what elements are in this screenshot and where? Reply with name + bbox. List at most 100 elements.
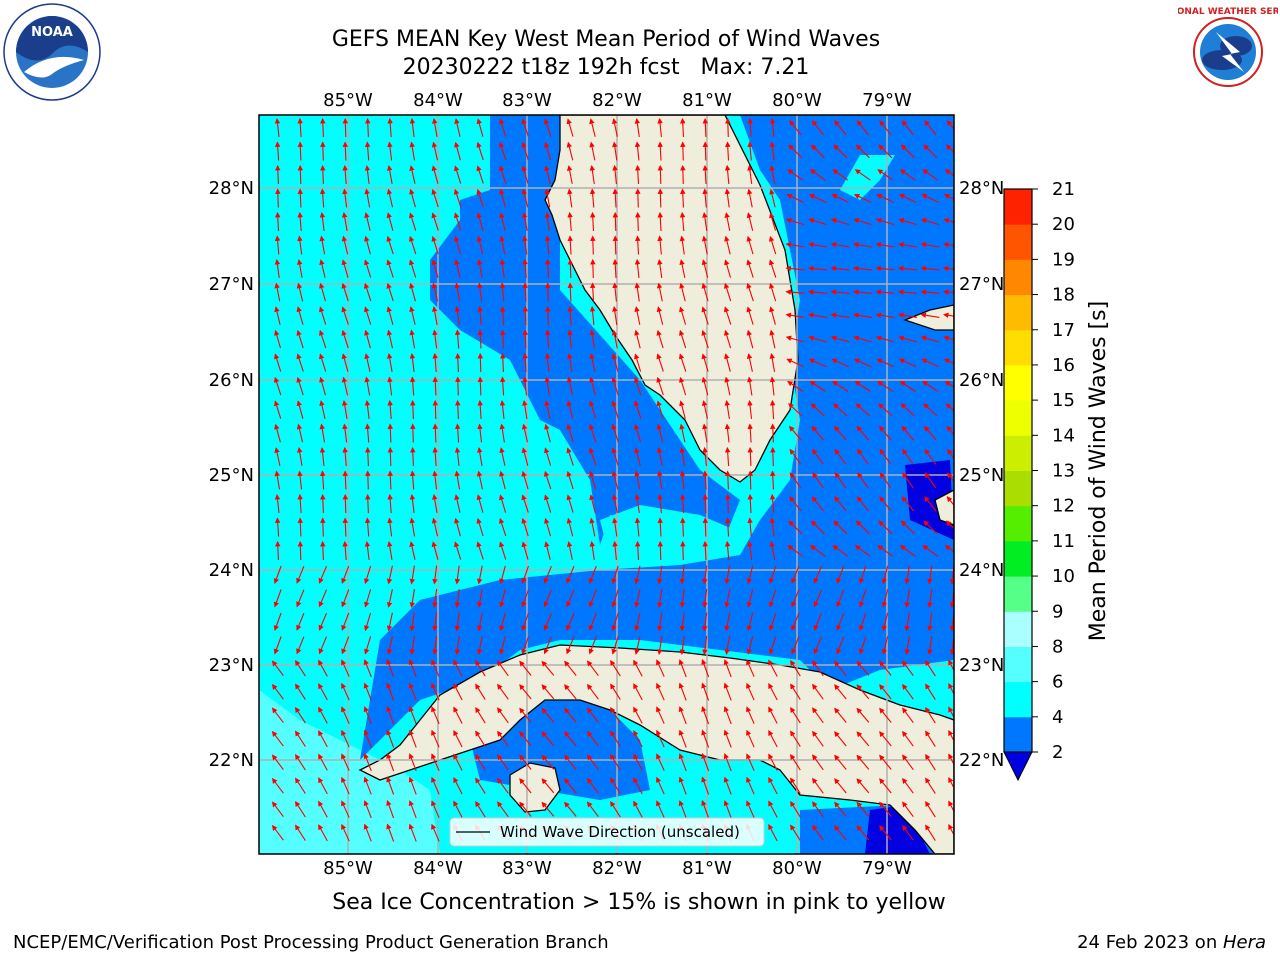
wind-wave-arrow	[475, 706, 486, 724]
wind-wave-arrow	[702, 446, 708, 467]
wind-wave-arrow	[296, 400, 304, 419]
wind-wave-arrow	[853, 335, 872, 343]
wind-wave-arrow	[341, 823, 350, 842]
wind-wave-arrow	[588, 589, 597, 608]
wind-wave-arrow	[567, 188, 573, 208]
wind-wave-arrow	[724, 446, 731, 467]
wind-wave-arrow	[297, 517, 304, 537]
wind-wave-arrow	[724, 565, 731, 585]
footer-date: 24 Feb 2023 on Hera	[1077, 932, 1266, 953]
wind-wave-arrow	[723, 682, 732, 701]
wind-wave-arrow	[785, 265, 805, 272]
wind-wave-arrow	[900, 403, 915, 417]
wind-wave-arrow	[701, 282, 709, 302]
wind-wave-arrow	[453, 777, 463, 795]
wind-wave-arrow	[431, 259, 439, 278]
wind-wave-arrow	[341, 776, 350, 795]
wind-wave-arrow	[770, 446, 776, 467]
wind-wave-arrow	[610, 777, 621, 794]
wind-wave-arrow	[319, 376, 326, 396]
wind-wave-arrow	[476, 494, 484, 513]
wind-wave-arrow	[833, 403, 848, 417]
colorbar-tick-label: 14	[1052, 425, 1075, 446]
wind-wave-arrow	[409, 589, 416, 608]
wind-wave-arrow	[519, 660, 532, 676]
wind-wave-arrow	[879, 778, 892, 794]
wind-wave-arrow	[657, 589, 663, 608]
wind-wave-arrow	[724, 376, 731, 396]
wind-wave-arrow	[500, 329, 506, 349]
wind-wave-arrow	[633, 659, 643, 677]
legend-label: Wind Wave Direction (unscaled)	[500, 823, 740, 841]
wind-wave-arrow	[408, 259, 417, 278]
wind-wave-arrow	[808, 335, 827, 343]
wind-wave-arrow	[499, 305, 506, 326]
wind-wave-arrow	[564, 684, 577, 700]
wind-wave-arrow	[948, 753, 954, 766]
wind-wave-arrow	[856, 684, 870, 700]
wind-wave-arrow	[769, 188, 776, 208]
wind-wave-arrow	[856, 660, 870, 676]
wind-wave-arrow	[319, 470, 326, 490]
wind-wave-arrow	[853, 194, 872, 203]
wind-wave-arrow	[898, 242, 917, 248]
wind-wave-arrow	[499, 212, 506, 231]
wind-wave-arrow	[365, 493, 371, 514]
wind-wave-arrow	[877, 169, 894, 181]
wind-wave-arrow	[853, 358, 872, 368]
wind-wave-arrow	[924, 472, 937, 489]
wind-wave-arrow	[612, 282, 618, 302]
wind-wave-arrow	[271, 801, 284, 818]
wind-wave-arrow	[612, 211, 619, 232]
wind-wave-arrow	[477, 447, 483, 466]
wind-wave-arrow	[746, 800, 755, 818]
wind-wave-arrow	[543, 612, 552, 631]
wind-wave-arrow	[342, 540, 348, 561]
wind-wave-arrow	[611, 612, 619, 632]
wind-wave-arrow	[702, 164, 708, 185]
footer-date-text: 24 Feb 2023 on	[1077, 932, 1223, 953]
wind-wave-arrow	[746, 306, 754, 325]
wind-wave-arrow	[274, 494, 281, 513]
wind-wave-arrow	[946, 120, 954, 131]
wind-wave-arrow	[923, 403, 938, 417]
wind-wave-arrow	[634, 494, 641, 513]
wind-wave-arrow	[454, 329, 461, 349]
wind-wave-arrow	[364, 165, 371, 184]
wind-wave-arrow	[544, 188, 551, 208]
wind-wave-arrow	[454, 470, 461, 490]
wind-wave-arrow	[610, 800, 621, 818]
wind-wave-arrow	[768, 683, 778, 701]
wind-wave-arrow	[634, 329, 641, 349]
wind-wave-arrow	[679, 117, 686, 138]
wind-wave-arrow	[386, 212, 394, 231]
wind-wave-arrow	[678, 753, 687, 772]
wind-wave-arrow	[875, 335, 895, 343]
wind-wave-arrow	[879, 472, 892, 489]
wind-wave-arrow	[656, 682, 665, 701]
wind-wave-arrow	[656, 376, 664, 396]
wind-wave-arrow	[634, 141, 641, 161]
lon-tick-label-top: 80°W	[772, 90, 822, 111]
wind-wave-arrow	[657, 164, 664, 185]
wind-wave-arrow	[808, 242, 827, 248]
wind-wave-arrow	[831, 358, 849, 368]
wind-wave-arrow	[566, 612, 575, 631]
wind-wave-arrow	[498, 165, 507, 184]
wind-wave-arrow	[808, 358, 827, 368]
wind-wave-arrow	[785, 312, 805, 319]
wind-wave-arrow	[387, 470, 394, 490]
wind-wave-arrow	[476, 589, 483, 608]
wind-wave-arrow	[879, 707, 892, 723]
wind-wave-arrow	[409, 118, 416, 137]
wind-wave-arrow	[701, 259, 709, 278]
wind-wave-arrow	[431, 282, 439, 302]
wind-wave-arrow	[612, 235, 619, 255]
wind-wave-arrow	[588, 423, 597, 443]
wind-wave-arrow	[769, 541, 776, 560]
colorbar-tick-label: 6	[1052, 672, 1063, 693]
wind-wave-arrow	[410, 446, 416, 467]
wind-wave-arrow	[409, 612, 416, 632]
wind-wave-arrow	[432, 352, 438, 373]
map-title-line1: GEFS MEAN Key West Mean Period of Wind W…	[331, 27, 881, 52]
